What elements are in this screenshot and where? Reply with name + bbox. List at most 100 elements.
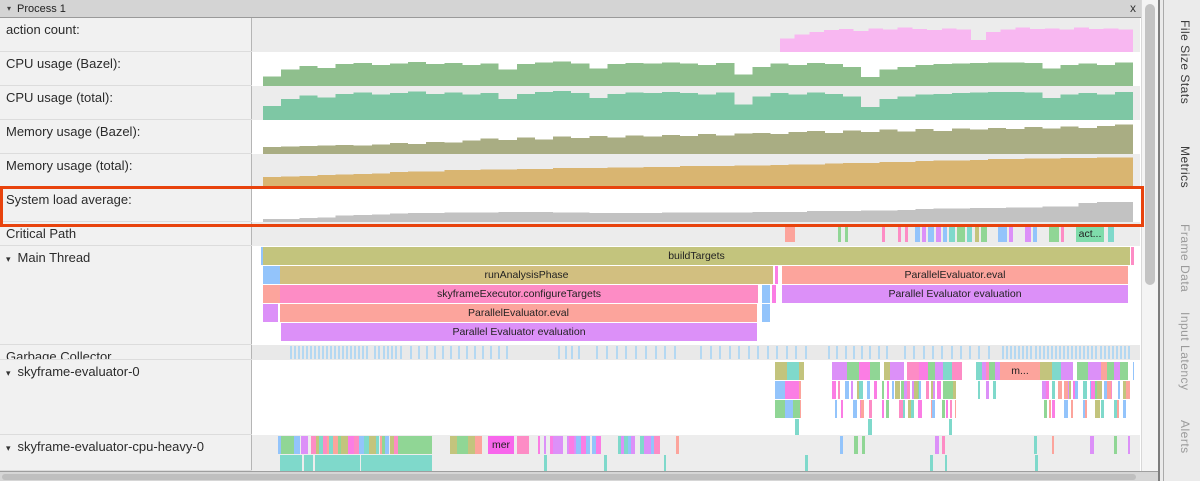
- track-label-cpu-usage-total[interactable]: CPU usage (total):: [0, 86, 252, 120]
- track-label-text: skyframe-evaluator-0: [17, 364, 140, 379]
- track-cpu-usage-total[interactable]: [252, 86, 1140, 120]
- slice: [1119, 362, 1129, 380]
- slice-parallel-evaluator-evaluation[interactable]: Parallel Evaluator evaluation: [782, 285, 1128, 303]
- slice: [869, 400, 873, 418]
- slice: [1064, 400, 1068, 418]
- track-label-critical-path[interactable]: Critical Path: [0, 222, 252, 246]
- sidebar-tab-alerts[interactable]: Alerts: [1178, 420, 1192, 454]
- slice: [785, 227, 795, 242]
- gc-tick: [322, 346, 324, 359]
- gc-tick: [310, 346, 312, 359]
- gc-tick: [306, 346, 308, 359]
- collapse-arrow-icon[interactable]: ▾: [7, 4, 12, 13]
- track-memory-usage-bazel[interactable]: [252, 120, 1140, 154]
- slice: [627, 436, 632, 454]
- track-label-garbage-collector[interactable]: Garbage Collector: [0, 345, 252, 360]
- slice: [1118, 381, 1121, 399]
- slice-m-[interactable]: m...: [1000, 362, 1040, 380]
- slice: [356, 455, 360, 471]
- gc-tick: [1111, 346, 1114, 359]
- gc-tick: [298, 346, 300, 359]
- gc-tick: [1058, 346, 1061, 359]
- sidebar-tab-frame-data[interactable]: Frame Data: [1178, 224, 1192, 293]
- slice-runanalysisphase[interactable]: runAnalysisPhase: [280, 266, 773, 284]
- slice-parallelevaluator-eval[interactable]: ParallelEvaluator.eval: [280, 304, 757, 322]
- track-label-text: action count:: [6, 22, 80, 37]
- track-label-memory-usage-total[interactable]: Memory usage (total):: [0, 154, 252, 188]
- collapse-arrow-icon[interactable]: ▾: [6, 368, 11, 378]
- track-main-thread[interactable]: buildTargets runAnalysisPhase ParallelEval…: [252, 246, 1140, 345]
- slice: [775, 400, 786, 418]
- track-label-skyframe-evaluator-cpu-heavy-0[interactable]: ▾ skyframe-evaluator-cpu-heavy-0: [0, 435, 252, 471]
- slice-parallelevaluator-eval[interactable]: ParallelEvaluator.eval: [782, 266, 1128, 284]
- slice: [639, 436, 644, 454]
- close-icon[interactable]: x: [1130, 1, 1136, 15]
- gc-tick: [1095, 346, 1098, 359]
- track-label-system-load-average[interactable]: System load average:: [0, 188, 252, 222]
- slice: [336, 455, 343, 471]
- track-skyframe-evaluator-0[interactable]: m...: [252, 360, 1140, 435]
- horizontal-scrollbar[interactable]: [0, 471, 1158, 481]
- slice: [1074, 381, 1079, 399]
- slice: [1113, 400, 1117, 418]
- track-label-cpu-usage-bazel[interactable]: CPU usage (Bazel):: [0, 52, 252, 86]
- track-garbage-collector[interactable]: [252, 345, 1140, 360]
- sidebar-tab-metrics[interactable]: Metrics: [1178, 146, 1192, 189]
- track-cpu-usage-bazel[interactable]: [252, 52, 1140, 86]
- vertical-scrollbar[interactable]: [1141, 0, 1158, 471]
- track-critical-path[interactable]: act...: [252, 222, 1140, 246]
- slice: [910, 400, 914, 418]
- track-skyframe-evaluator-cpu-heavy-0[interactable]: mer: [252, 435, 1140, 471]
- track-label-action-count[interactable]: action count:: [0, 18, 252, 52]
- track-memory-usage-total[interactable]: [252, 154, 1140, 188]
- gc-tick: [1091, 346, 1094, 359]
- slice: [338, 436, 342, 454]
- slice-act-[interactable]: act...: [1076, 227, 1104, 242]
- slice-buildtargets[interactable]: buildTargets: [263, 247, 1130, 265]
- slice: [917, 381, 920, 399]
- slice: [1033, 227, 1037, 242]
- slice: [930, 400, 933, 418]
- sidebar-tab-input-latency[interactable]: Input Latency: [1178, 312, 1192, 391]
- track-label-skyframe-evaluator-0[interactable]: ▾ skyframe-evaluator-0: [0, 360, 252, 435]
- slice: [832, 381, 836, 399]
- track-label-memory-usage-bazel[interactable]: Memory usage (Bazel):: [0, 120, 252, 154]
- slice: [840, 400, 843, 418]
- slice: [952, 381, 956, 399]
- slice-mer[interactable]: mer: [488, 436, 514, 454]
- slice-parallel-evaluator-evaluation[interactable]: Parallel Evaluator evaluation: [281, 323, 757, 341]
- gc-tick: [804, 346, 807, 359]
- slice: [1098, 400, 1101, 418]
- slice: [261, 247, 263, 265]
- slice: [381, 436, 385, 454]
- vertical-scrollbar-thumb[interactable]: [1145, 4, 1155, 285]
- track-system-load-average[interactable]: [252, 188, 1140, 222]
- slice: [874, 381, 878, 399]
- gc-tick: [836, 346, 839, 359]
- slice: [369, 455, 372, 471]
- slice: [306, 455, 309, 471]
- timeline-canvas[interactable]: act... buildTargets runAnalysisPhase Parall…: [252, 18, 1140, 471]
- slice: [568, 436, 574, 454]
- slice-skyframeexecutor-configuretargets[interactable]: skyframeExecutor.configureTargets: [280, 285, 758, 303]
- collapse-arrow-icon[interactable]: ▾: [6, 254, 11, 264]
- gc-tick: [987, 346, 990, 359]
- slice: [993, 381, 997, 399]
- sidebar-tab-file-size-stats[interactable]: File Size Stats: [1178, 20, 1192, 105]
- slice: [995, 362, 1000, 380]
- slice: [361, 455, 366, 471]
- slice: [914, 381, 918, 399]
- gc-tick: [828, 346, 830, 359]
- slice: [886, 400, 890, 418]
- horizontal-scrollbar-thumb[interactable]: [2, 474, 1136, 480]
- slice: [1126, 381, 1128, 399]
- timeline-body: action count: CPU usage (Bazel): CPU usage…: [0, 18, 1140, 471]
- slice: [371, 455, 375, 471]
- track-label-main-thread[interactable]: ▾ Main Thread: [0, 246, 252, 345]
- collapse-arrow-icon[interactable]: ▾: [6, 443, 11, 453]
- process-header[interactable]: ▾ Process 1 x: [0, 0, 1158, 18]
- track-action-count[interactable]: [252, 18, 1140, 52]
- gc-tick: [490, 346, 492, 359]
- slice: [854, 436, 858, 454]
- counter-chart-cpu-usage-bazel: [263, 61, 1133, 86]
